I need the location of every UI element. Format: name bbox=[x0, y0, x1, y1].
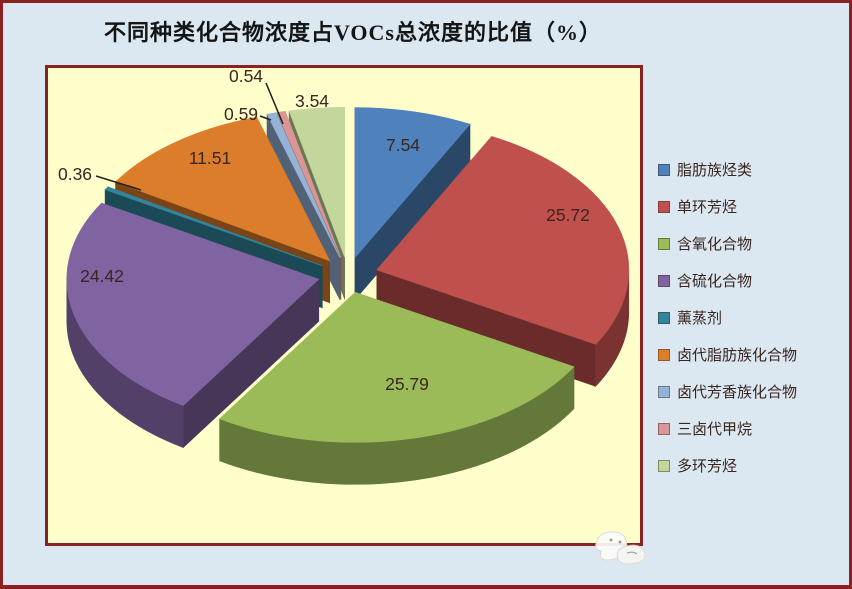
pie-slice-2 bbox=[219, 291, 575, 485]
data-labels-layer: 7.54 25.72 25.79 24.42 0.36 11.51 0.59 0.54 3.54 bbox=[58, 66, 590, 394]
legend-swatch bbox=[658, 200, 670, 213]
legend-swatch bbox=[658, 163, 670, 176]
legend-item-1: 单环芳烃 bbox=[658, 195, 849, 218]
legend-swatch bbox=[658, 311, 670, 324]
data-label-6: 0.59 bbox=[224, 104, 258, 124]
legend-item-2: 含氧化合物 bbox=[658, 232, 849, 255]
pie-slice-0 bbox=[354, 107, 471, 301]
data-label-2: 25.79 bbox=[385, 374, 429, 394]
legend-item-4: 薰蒸剂 bbox=[658, 306, 849, 329]
legend-label: 单环芳烃 bbox=[677, 199, 738, 216]
data-label-1: 25.72 bbox=[546, 205, 590, 225]
data-label-4: 0.36 bbox=[58, 164, 92, 184]
legend-swatch bbox=[658, 422, 670, 435]
pie-slices-layer bbox=[66, 106, 630, 485]
data-label-7: 0.54 bbox=[229, 66, 263, 86]
legend-label: 脂肪族烃类 bbox=[677, 162, 753, 179]
data-label-5: 11.51 bbox=[189, 148, 232, 168]
label-leader-line bbox=[265, 82, 284, 125]
legend-label: 含硫化合物 bbox=[677, 273, 753, 290]
chart-title: 不同种类化合物浓度占VOCs总浓度的比值（%） bbox=[103, 20, 602, 45]
legend-item-0: 脂肪族烃类 bbox=[658, 158, 849, 181]
label-leader-line bbox=[259, 115, 272, 121]
legend-label: 三卤代甲烷 bbox=[677, 421, 753, 438]
legend-label: 卤代芳香族化合物 bbox=[677, 384, 798, 401]
legend-swatch bbox=[658, 274, 670, 287]
legend-item-8: 多环芳烃 bbox=[658, 454, 849, 477]
label-leader-line bbox=[95, 175, 142, 191]
legend-item-5: 卤代脂肪族化合物 bbox=[658, 343, 849, 366]
legend-label: 薰蒸剂 bbox=[677, 310, 723, 327]
data-label-3: 24.42 bbox=[80, 266, 124, 286]
legend-swatch bbox=[658, 348, 670, 361]
data-label-8: 3.54 bbox=[295, 91, 329, 111]
watermark-cloud-icon bbox=[595, 531, 672, 565]
legend-item-7: 三卤代甲烷 bbox=[658, 417, 849, 440]
pie-slice-3 bbox=[66, 202, 320, 449]
pie-3d-chart: 7.54 25.72 25.79 24.42 0.36 11.51 0.59 0.54 3.54 bbox=[58, 66, 672, 565]
legend-item-3: 含硫化合物 bbox=[658, 269, 849, 292]
legend-swatch bbox=[658, 459, 670, 472]
legend-swatch bbox=[658, 237, 670, 250]
data-label-0: 7.54 bbox=[386, 135, 420, 155]
legend-label: 卤代脂肪族化合物 bbox=[677, 347, 798, 364]
legend-label: 多环芳烃 bbox=[677, 458, 738, 475]
legend-label: 含氧化合物 bbox=[677, 236, 753, 253]
legend: 脂肪族烃类单环芳烃含氧化合物含硫化合物薰蒸剂卤代脂肪族化合物 卤代芳香族化合物 三卤… bbox=[658, 158, 849, 491]
legend-item-6: 卤代芳香族化合物 bbox=[658, 380, 849, 403]
legend-swatch bbox=[658, 385, 670, 398]
